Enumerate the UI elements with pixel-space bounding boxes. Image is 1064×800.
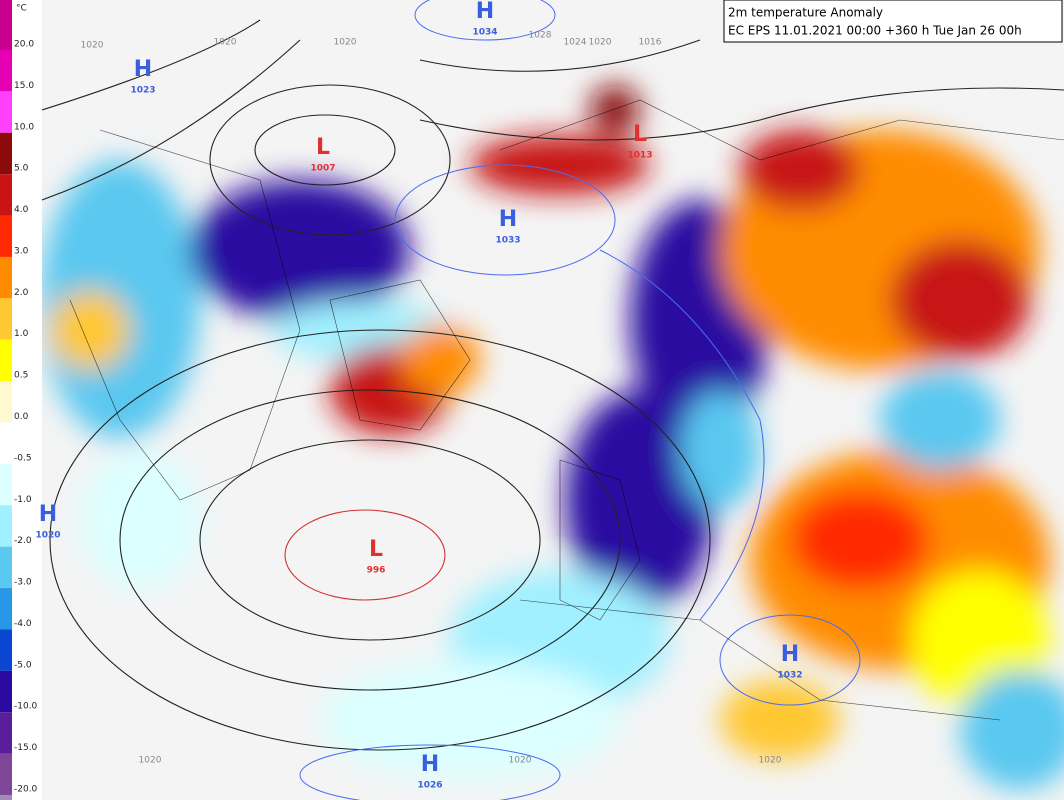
legend-swatch — [0, 215, 12, 257]
legend-label: 10.0 — [14, 122, 34, 132]
legend-label: 20.0 — [14, 40, 34, 50]
legend-label: -10.0 — [14, 702, 38, 712]
legend-label: -0.5 — [14, 453, 32, 463]
pressure-letter: H — [39, 502, 57, 527]
legend-swatch — [0, 588, 12, 630]
legend-bg — [12, 0, 42, 800]
pressure-value: 1013 — [627, 151, 652, 161]
legend-swatch — [0, 546, 12, 589]
isobar-label: 1020 — [139, 756, 162, 766]
title: 2m temperature Anomaly — [728, 6, 883, 20]
legend-swatch — [0, 795, 12, 800]
legend-label: -20.0 — [14, 785, 38, 795]
legend-swatch — [0, 174, 12, 216]
pressure-value: 1032 — [777, 671, 802, 681]
legend-swatch — [0, 339, 12, 382]
legend-label: 15.0 — [14, 81, 34, 91]
overlay: H 1034 H 1023 L 1007 L 1013 H 1033 L 996 H 1026 H 1032 H… — [35, 0, 802, 791]
legend-swatch — [0, 463, 12, 506]
isobar-label: 1024 — [564, 38, 587, 48]
legend-swatch — [0, 753, 12, 795]
legend-label: 2.0 — [14, 288, 29, 298]
legend-swatch — [0, 132, 12, 175]
isobar-label: 1020 — [81, 41, 104, 51]
legend-swatch — [0, 50, 12, 92]
coastlines — [69, 99, 1064, 721]
legend-swatch — [0, 0, 12, 50]
legend-swatch — [0, 91, 12, 133]
legend-swatch — [0, 381, 12, 423]
legend-swatch — [0, 712, 12, 754]
pressure-letter: H — [781, 642, 799, 667]
legend-swatch — [0, 422, 12, 464]
legend-label: -5.0 — [14, 660, 32, 670]
pressure-value: 1007 — [310, 164, 335, 174]
isobar-label: 1016 — [639, 38, 662, 48]
legend-label: 1.0 — [14, 329, 29, 339]
pressure-value: 1034 — [472, 28, 497, 38]
pressure-value: 1023 — [130, 86, 155, 96]
legend-swatch — [0, 505, 12, 547]
legend-label: -3.0 — [14, 578, 32, 588]
legend-label: -4.0 — [14, 619, 32, 629]
isobar-label: 1028 — [529, 31, 552, 41]
legend-swatch — [0, 629, 12, 671]
pressure-value: 1026 — [417, 781, 442, 791]
legend-label: -2.0 — [14, 536, 32, 546]
legend-label: 5.0 — [14, 164, 29, 174]
title-box — [723, 0, 1063, 43]
legend-label: -15.0 — [14, 743, 38, 753]
pressure-letter: L — [316, 135, 330, 160]
legend-label: 0.0 — [14, 412, 29, 422]
subtitle: EC EPS 11.01.2021 00:00 +360 h Tue Jan 2… — [728, 24, 1022, 38]
isobar-label: 1020 — [589, 38, 612, 48]
pressure-letter: L — [633, 122, 647, 147]
legend-unit: °C — [16, 4, 27, 14]
isobar-label: 1020 — [759, 756, 782, 766]
blue-isobars — [299, 0, 861, 800]
pressure-value: 1020 — [35, 531, 60, 541]
isobar-label: 1020 — [509, 756, 532, 766]
legend-swatch — [0, 670, 12, 713]
legend-label: 0.5 — [14, 371, 28, 381]
pressure-letter: H — [421, 752, 439, 777]
legend-label: 4.0 — [14, 205, 29, 215]
legend: °C 20.0 15.0 10.0 5.0 4.0 3.0 2.0 1.0 0.5 0.0 -0.5 -… — [0, 0, 42, 800]
pressure-value: 996 — [367, 566, 386, 576]
isobars — [42, 19, 1064, 751]
legend-swatch — [0, 298, 12, 340]
legend-label: -1.0 — [14, 495, 32, 505]
legend-label: 3.0 — [14, 246, 29, 256]
pressure-letter: H — [499, 207, 517, 232]
isobar-label: 1020 — [334, 38, 357, 48]
pressure-letter: H — [134, 57, 152, 82]
pressure-value: 1033 — [495, 236, 520, 246]
pressure-letter: L — [369, 537, 383, 562]
isobar-label: 1020 — [214, 38, 237, 48]
anomaly-field — [42, 0, 1064, 800]
pressure-letter: H — [476, 0, 494, 24]
legend-swatch — [0, 256, 12, 299]
